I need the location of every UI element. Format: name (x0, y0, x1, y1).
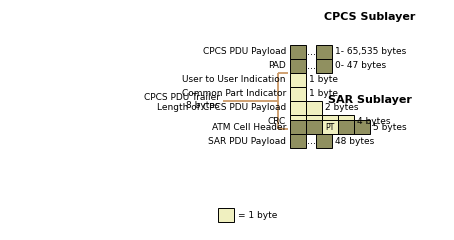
Bar (290, 134, 306, 148)
Bar (316, 59, 332, 73)
Bar (354, 120, 370, 134)
Bar (306, 115, 322, 129)
Text: PT: PT (326, 122, 335, 132)
Bar (290, 59, 306, 73)
Text: Length of CPCS PDU Payload: Length of CPCS PDU Payload (157, 103, 286, 113)
Text: 8 bytes: 8 bytes (187, 102, 220, 110)
Bar (338, 115, 354, 129)
Bar (290, 120, 306, 134)
Bar (316, 134, 332, 148)
Text: 2 bytes: 2 bytes (325, 103, 359, 113)
Text: ...: ... (306, 136, 316, 146)
Text: ...: ... (306, 61, 316, 71)
Text: 1 byte: 1 byte (309, 76, 338, 84)
Text: PAD: PAD (268, 61, 286, 71)
Text: 1 byte: 1 byte (309, 90, 338, 98)
Bar (338, 120, 354, 134)
Bar (290, 73, 306, 87)
Text: ...: ... (306, 47, 316, 57)
Text: 5 bytes: 5 bytes (373, 122, 407, 132)
Text: = 1 byte: = 1 byte (238, 210, 277, 220)
Text: 1- 65,535 bytes: 1- 65,535 bytes (335, 48, 406, 56)
Text: CRC: CRC (268, 118, 286, 126)
Text: 0- 47 bytes: 0- 47 bytes (335, 61, 386, 71)
Text: CPCS Sublayer: CPCS Sublayer (324, 12, 416, 22)
Text: SAR PDU Payload: SAR PDU Payload (208, 137, 286, 145)
Bar (290, 45, 306, 59)
Bar (316, 45, 332, 59)
Text: User to User Indication: User to User Indication (183, 76, 286, 84)
Bar (290, 101, 306, 115)
Text: CPCS PDU Payload: CPCS PDU Payload (202, 48, 286, 56)
Bar (306, 120, 322, 134)
Bar (290, 87, 306, 101)
Bar (322, 115, 338, 129)
Bar (218, 208, 234, 222)
Text: 4 bytes: 4 bytes (357, 118, 390, 126)
Text: CPCS PDU Trailer: CPCS PDU Trailer (144, 92, 220, 102)
Bar (290, 115, 306, 129)
Text: Common Part Indicator: Common Part Indicator (182, 90, 286, 98)
Text: ATM Cell Header: ATM Cell Header (212, 122, 286, 132)
Text: SAR Sublayer: SAR Sublayer (328, 95, 412, 105)
Bar (306, 101, 322, 115)
Text: 48 bytes: 48 bytes (335, 137, 374, 145)
Bar (322, 120, 338, 134)
